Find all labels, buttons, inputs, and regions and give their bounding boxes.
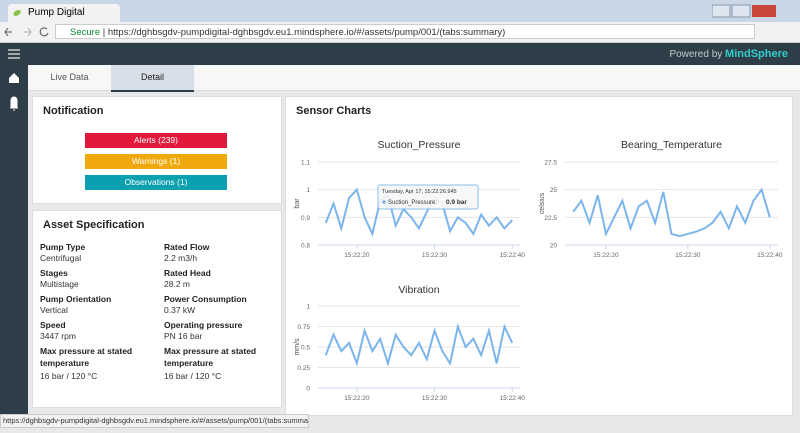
field-label: Operating pressure xyxy=(164,320,243,330)
alerts-button[interactable]: Alerts (239) xyxy=(85,133,227,148)
x-tick-label: 15:22:20 xyxy=(593,252,619,259)
tooltip-value: 0.9 bar xyxy=(446,199,467,206)
tabs: Live Data Detail xyxy=(28,65,800,92)
y-tick-label: 0.8 xyxy=(301,243,310,250)
powered-by: Powered by MindSphere xyxy=(669,48,788,60)
tooltip-label: Suction_Pressure: xyxy=(388,200,437,206)
x-tick-label: 15:22:30 xyxy=(675,252,701,259)
sidebar xyxy=(0,65,28,420)
y-tick-label: 1 xyxy=(306,304,310,311)
window-controls xyxy=(712,4,776,18)
nav-buttons[interactable] xyxy=(4,26,52,38)
field-label: Stages xyxy=(40,268,68,278)
y-tick-label: 22.5 xyxy=(544,215,557,222)
data-line xyxy=(324,322,514,367)
y-tick-label: 25 xyxy=(550,187,558,194)
field-value: 16 bar / 120 °C xyxy=(164,371,222,381)
secure-label: Secure xyxy=(70,27,101,38)
field-value: 2.2 m3/h xyxy=(164,253,198,263)
observations-button[interactable]: Observations (1) xyxy=(85,175,227,190)
field-label: Max pressure at stated temperature xyxy=(164,346,257,368)
sensor-card: Sensor Charts xyxy=(285,96,793,416)
brand: MindSphere xyxy=(725,48,788,60)
warnings-button[interactable]: Warnings (1) xyxy=(85,154,227,169)
field-label: Rated Flow xyxy=(164,242,210,252)
field-value: Multistage xyxy=(40,279,79,289)
tab-bar: Pump Digital xyxy=(0,0,800,22)
address-bar: Secure | https://dghbsgdv-pumpdigital-dg… xyxy=(0,22,800,43)
y-tick-label: 0.5 xyxy=(301,345,310,352)
y-tick-label: 0.75 xyxy=(297,324,310,331)
field-value: 0.37 kW xyxy=(164,305,196,315)
chart-title: Vibration xyxy=(398,284,439,296)
y-axis-label: bar xyxy=(294,198,301,209)
field-label: Speed xyxy=(40,320,66,330)
field-value: 28.2 m xyxy=(164,279,190,289)
powered-by-text: Powered by xyxy=(669,49,723,60)
x-tick-label: 15:22:40 xyxy=(500,252,526,259)
field-value: 3447 rpm xyxy=(40,331,76,341)
y-axis-label: mm/s xyxy=(294,338,301,356)
x-tick-label: 15:22:40 xyxy=(500,395,526,402)
field-value: Centrifugal xyxy=(40,253,82,263)
x-tick-label: 15:22:30 xyxy=(422,252,448,259)
chart-title: Suction_Pressure xyxy=(378,139,461,151)
field-label: Power Consumption xyxy=(164,294,247,304)
field-value: PN 16 bar xyxy=(164,331,203,341)
field-value: 16 bar / 120 °C xyxy=(40,371,98,381)
card-title: Asset Specification xyxy=(43,219,145,231)
x-tick-label: 15:22:30 xyxy=(422,395,448,402)
field-value: Vertical xyxy=(40,305,68,315)
x-tick-label: 15:22:20 xyxy=(344,252,370,259)
asset-card: Asset Specification Pump Type Centrifugal… xyxy=(32,210,282,408)
tooltip-box xyxy=(377,184,479,210)
y-tick-label: 1.1 xyxy=(301,160,310,167)
card-title: Sensor Charts xyxy=(296,105,372,117)
x-tick-label: 15:22:20 xyxy=(344,395,370,402)
tooltip-time: Tuesday, Apr 17, 15:22:26.945 xyxy=(382,189,457,195)
url: https://dghbsgdv-pumpdigital-dghbsgdv.eu… xyxy=(107,27,506,38)
chart-title: Bearing_Temperature xyxy=(621,139,722,151)
sensor-chart: Vibration mm/s 0 0.25 0.5 0.75 1 15:22:20 15:22:… xyxy=(294,284,526,402)
data-line xyxy=(572,187,771,238)
field-label: Max pressure at stated temperature xyxy=(40,346,133,368)
x-tick-label: 15:22:40 xyxy=(757,252,783,259)
tab-detail[interactable]: Detail xyxy=(111,65,194,92)
data-line xyxy=(324,187,513,237)
menu-icon[interactable] xyxy=(8,49,20,59)
field-label: Pump Type xyxy=(40,242,86,252)
status-bar: https://dghbsgdv-pumpdigital-dghbsgdv.eu… xyxy=(0,414,309,428)
y-tick-label: 1 xyxy=(306,187,310,194)
tab-icon xyxy=(13,10,21,16)
y-tick-label: 0 xyxy=(306,386,310,393)
browser-tab[interactable]: Pump Digital xyxy=(8,4,120,22)
y-tick-label: 0.9 xyxy=(301,215,310,222)
field-label: Rated Head xyxy=(164,268,211,278)
y-axis-label: celsius xyxy=(539,192,546,214)
notification-card: Notification Alerts (239) Warnings (1) O… xyxy=(32,96,282,204)
y-tick-label: 20 xyxy=(550,243,558,250)
y-tick-label: 27.5 xyxy=(544,160,557,167)
app-header: Powered by MindSphere xyxy=(0,43,800,65)
sidebar-icons[interactable] xyxy=(8,72,20,112)
url-box[interactable]: Secure | https://dghbsgdv-pumpdigital-dg… xyxy=(55,24,755,39)
tooltip-dot xyxy=(382,200,386,204)
y-tick-label: 0.25 xyxy=(297,365,310,372)
card-title: Notification xyxy=(43,105,104,117)
field-label: Pump Orientation xyxy=(40,294,112,304)
tab-live-data[interactable]: Live Data xyxy=(50,72,89,82)
